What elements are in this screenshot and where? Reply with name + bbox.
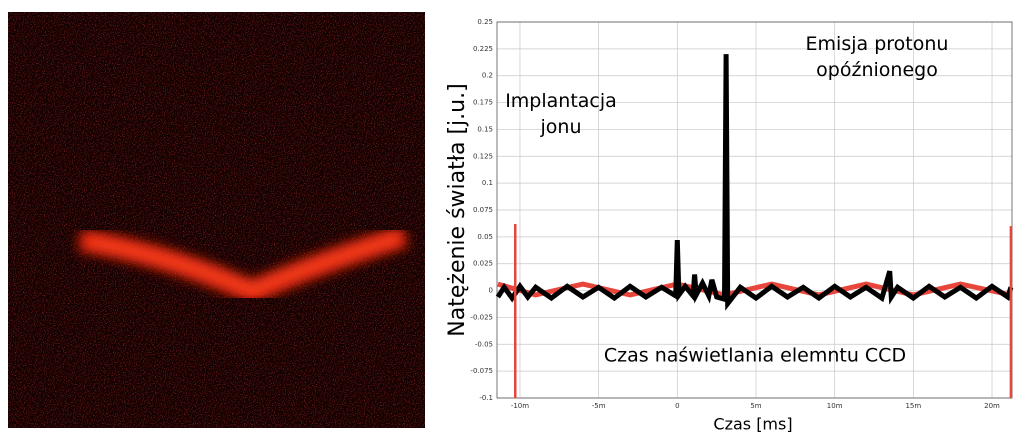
y-tick-label: 0.2 <box>482 72 493 80</box>
annotation: Implantacja jonu <box>505 90 617 138</box>
signal-line <box>495 54 1014 311</box>
annotation: Emisja protonu opóźnionego <box>806 33 949 81</box>
y-tick-label: 0.05 <box>477 233 493 241</box>
y-tick-label: 0 <box>489 287 493 295</box>
y-tick-label: 0.25 <box>477 18 493 26</box>
y-tick-label: -0.05 <box>475 340 493 348</box>
x-tick-label: -5m <box>592 402 606 410</box>
x-tick-label: 5m <box>750 402 761 410</box>
x-tick-label: 10m <box>827 402 843 410</box>
y-axis-label: Natężenie światła [j.u.] <box>445 83 470 336</box>
annotation: Czas naświetlania elemntu CCD <box>604 345 906 367</box>
x-tick-label: 15m <box>905 402 921 410</box>
x-tick-label: 0 <box>675 402 679 410</box>
y-tick-label: 0.075 <box>473 206 493 214</box>
ccd-image <box>8 12 425 428</box>
y-tick-label: -0.025 <box>470 313 493 321</box>
y-tick-label: 0.175 <box>473 99 493 107</box>
y-tick-label: -0.1 <box>479 394 493 402</box>
y-tick-label: 0.225 <box>473 45 493 53</box>
y-tick-label: 0.15 <box>477 125 493 133</box>
x-tick-label: -10m <box>511 402 529 410</box>
y-tick-label: 0.125 <box>473 152 493 160</box>
y-tick-label: -0.075 <box>470 367 493 375</box>
chart: Natężenie światła [j.u.] Czas [ms] -0.1 -… <box>445 18 1014 434</box>
y-tick-label: 0.1 <box>482 179 493 187</box>
y-tick-label: 0.025 <box>473 260 493 268</box>
plot-frame <box>496 21 1013 399</box>
x-tick-label: 20m <box>984 402 1000 410</box>
x-axis-label: Czas [ms] <box>713 415 792 434</box>
